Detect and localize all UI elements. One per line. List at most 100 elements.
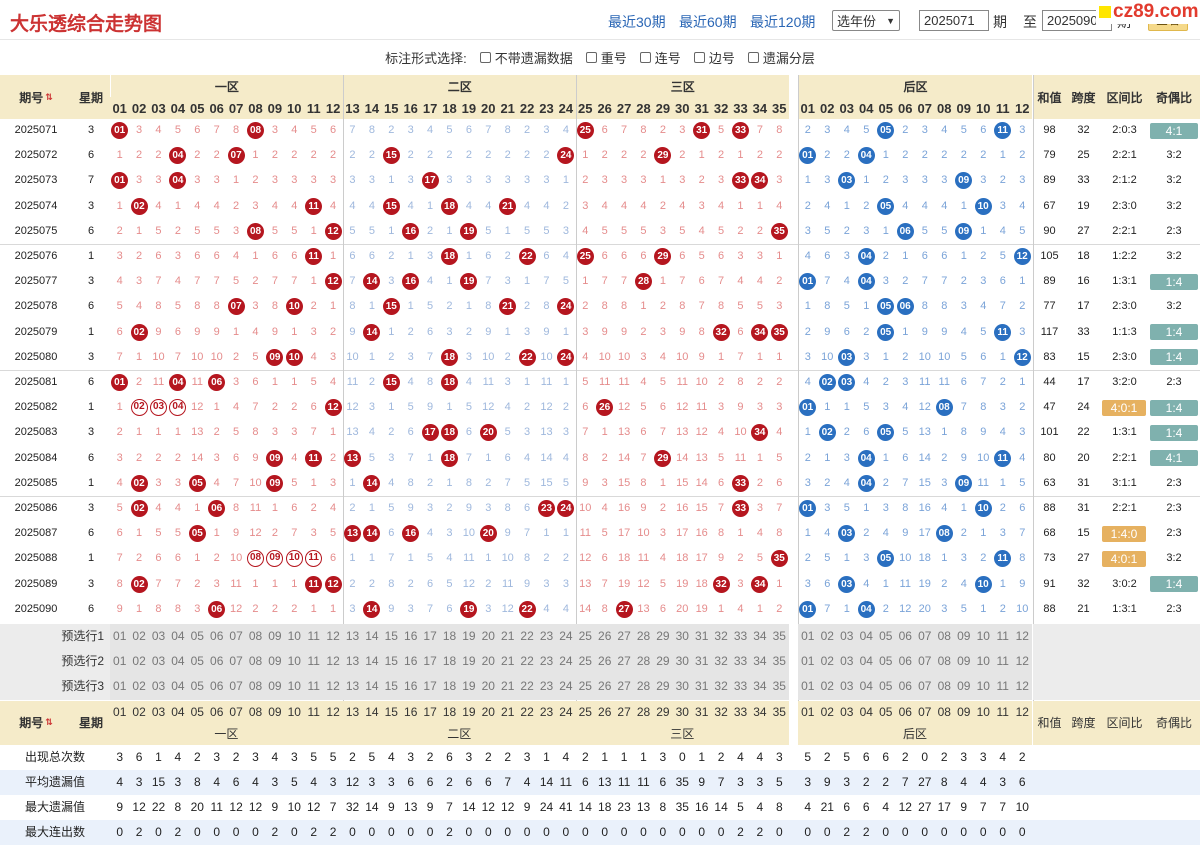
preselect-back-number[interactable]: 10: [973, 649, 993, 675]
preselect-front-number[interactable]: 32: [711, 624, 731, 650]
preselect-front-number[interactable]: 16: [401, 624, 421, 650]
preselect-front-number[interactable]: 27: [614, 649, 634, 675]
preselect-front-number[interactable]: 26: [595, 674, 615, 700]
preselect-front-number[interactable]: 20: [478, 674, 498, 700]
recent-120-link[interactable]: 最近120期: [750, 14, 816, 30]
preselect-front-number[interactable]: 11: [304, 624, 324, 650]
option-no-miss[interactable]: 不带遗漏数据: [479, 48, 573, 67]
preselect-front-number[interactable]: 31: [692, 649, 712, 675]
preselect-back-number[interactable]: 08: [934, 674, 954, 700]
preselect-front-number[interactable]: 28: [633, 674, 654, 700]
preselect-front-number[interactable]: 04: [168, 674, 188, 700]
year-select[interactable]: 选年份 ▼: [832, 10, 900, 31]
preselect-back-number[interactable]: 12: [1012, 649, 1032, 675]
preselect-back-number[interactable]: 09: [954, 674, 974, 700]
preselect-front-number[interactable]: 01: [110, 649, 130, 675]
preselect-front-number[interactable]: 19: [459, 674, 479, 700]
preselect-front-number[interactable]: 11: [304, 649, 324, 675]
preselect-back-number[interactable]: 04: [856, 624, 876, 650]
preselect-front-number[interactable]: 21: [498, 674, 518, 700]
period-header[interactable]: 期号 ⇅: [0, 75, 72, 119]
preselect-front-number[interactable]: 18: [439, 674, 460, 700]
preselect-back-number[interactable]: 05: [876, 649, 896, 675]
option-miss-layer[interactable]: 遗漏分层: [747, 48, 815, 67]
preselect-front-number[interactable]: 18: [439, 624, 460, 650]
preselect-back-number[interactable]: 03: [837, 649, 857, 675]
to-period-input[interactable]: 2025090: [1042, 10, 1112, 31]
preselect-front-number[interactable]: 28: [633, 624, 654, 650]
preselect-front-number[interactable]: 19: [459, 649, 479, 675]
preselect-front-number[interactable]: 07: [226, 624, 246, 650]
preselect-back-number[interactable]: 11: [993, 674, 1013, 700]
preselect-front-number[interactable]: 12: [323, 649, 343, 675]
preselect-back-number[interactable]: 12: [1012, 674, 1032, 700]
preselect-back-number[interactable]: 07: [915, 649, 935, 675]
preselect-front-number[interactable]: 34: [750, 624, 770, 650]
preselect-front-number[interactable]: 25: [575, 674, 595, 700]
option-repeat[interactable]: 重号: [585, 48, 627, 67]
preselect-front-number[interactable]: 32: [711, 649, 731, 675]
preselect-front-number[interactable]: 17: [420, 649, 440, 675]
preselect-front-number[interactable]: 06: [207, 649, 227, 675]
option-consecutive[interactable]: 连号: [639, 48, 681, 67]
checkbox[interactable]: [639, 51, 651, 63]
preselect-front-number[interactable]: 29: [653, 624, 673, 650]
preselect-front-number[interactable]: 35: [769, 649, 789, 675]
preselect-front-number[interactable]: 09: [265, 624, 285, 650]
preselect-front-number[interactable]: 04: [168, 624, 188, 650]
preselect-front-number[interactable]: 29: [653, 649, 673, 675]
preselect-front-number[interactable]: 33: [730, 674, 751, 700]
preselect-front-number[interactable]: 06: [207, 674, 227, 700]
preselect-front-number[interactable]: 24: [556, 674, 576, 700]
preselect-front-number[interactable]: 05: [187, 674, 207, 700]
preselect-back-number[interactable]: 04: [856, 649, 876, 675]
preselect-front-number[interactable]: 27: [614, 624, 634, 650]
preselect-front-number[interactable]: 22: [517, 624, 537, 650]
preselect-front-number[interactable]: 08: [245, 674, 266, 700]
preselect-front-number[interactable]: 21: [498, 624, 518, 650]
preselect-front-number[interactable]: 12: [323, 674, 343, 700]
preselect-front-number[interactable]: 17: [420, 624, 440, 650]
preselect-front-number[interactable]: 03: [148, 624, 169, 650]
preselect-back-number[interactable]: 03: [837, 674, 857, 700]
preselect-front-number[interactable]: 13: [342, 649, 363, 675]
preselect-front-number[interactable]: 05: [187, 624, 207, 650]
preselect-back-number[interactable]: 02: [817, 624, 837, 650]
checkbox[interactable]: [693, 51, 705, 63]
preselect-front-number[interactable]: 02: [129, 624, 149, 650]
preselect-back-number[interactable]: 08: [934, 624, 954, 650]
preselect-back-number[interactable]: 07: [915, 624, 935, 650]
preselect-back-number[interactable]: 06: [895, 624, 915, 650]
preselect-back-number[interactable]: 06: [895, 649, 915, 675]
preselect-back-number[interactable]: 10: [973, 674, 993, 700]
preselect-front-number[interactable]: 05: [187, 649, 207, 675]
preselect-front-number[interactable]: 10: [284, 624, 304, 650]
preselect-front-number[interactable]: 10: [284, 649, 304, 675]
preselect-front-number[interactable]: 14: [362, 624, 382, 650]
preselect-front-number[interactable]: 33: [730, 649, 751, 675]
preselect-front-number[interactable]: 01: [110, 674, 130, 700]
preselect-front-number[interactable]: 09: [265, 674, 285, 700]
preselect-front-number[interactable]: 19: [459, 624, 479, 650]
preselect-front-number[interactable]: 25: [575, 649, 595, 675]
preselect-front-number[interactable]: 23: [536, 649, 557, 675]
preselect-front-number[interactable]: 30: [672, 649, 692, 675]
preselect-front-number[interactable]: 01: [110, 624, 130, 650]
preselect-back-number[interactable]: 03: [837, 624, 857, 650]
preselect-front-number[interactable]: 15: [381, 624, 401, 650]
checkbox[interactable]: [479, 51, 491, 63]
preselect-front-number[interactable]: 17: [420, 674, 440, 700]
preselect-front-number[interactable]: 24: [556, 649, 576, 675]
preselect-front-number[interactable]: 15: [381, 674, 401, 700]
preselect-front-number[interactable]: 07: [226, 649, 246, 675]
preselect-front-number[interactable]: 15: [381, 649, 401, 675]
preselect-front-number[interactable]: 14: [362, 674, 382, 700]
preselect-front-number[interactable]: 02: [129, 649, 149, 675]
preselect-front-number[interactable]: 27: [614, 674, 634, 700]
recent-30-link[interactable]: 最近30期: [608, 14, 666, 30]
preselect-front-number[interactable]: 32: [711, 674, 731, 700]
preselect-front-number[interactable]: 20: [478, 624, 498, 650]
preselect-front-number[interactable]: 24: [556, 624, 576, 650]
period-header-bottom[interactable]: 期号 ⇅: [0, 700, 72, 745]
preselect-front-number[interactable]: 09: [265, 649, 285, 675]
